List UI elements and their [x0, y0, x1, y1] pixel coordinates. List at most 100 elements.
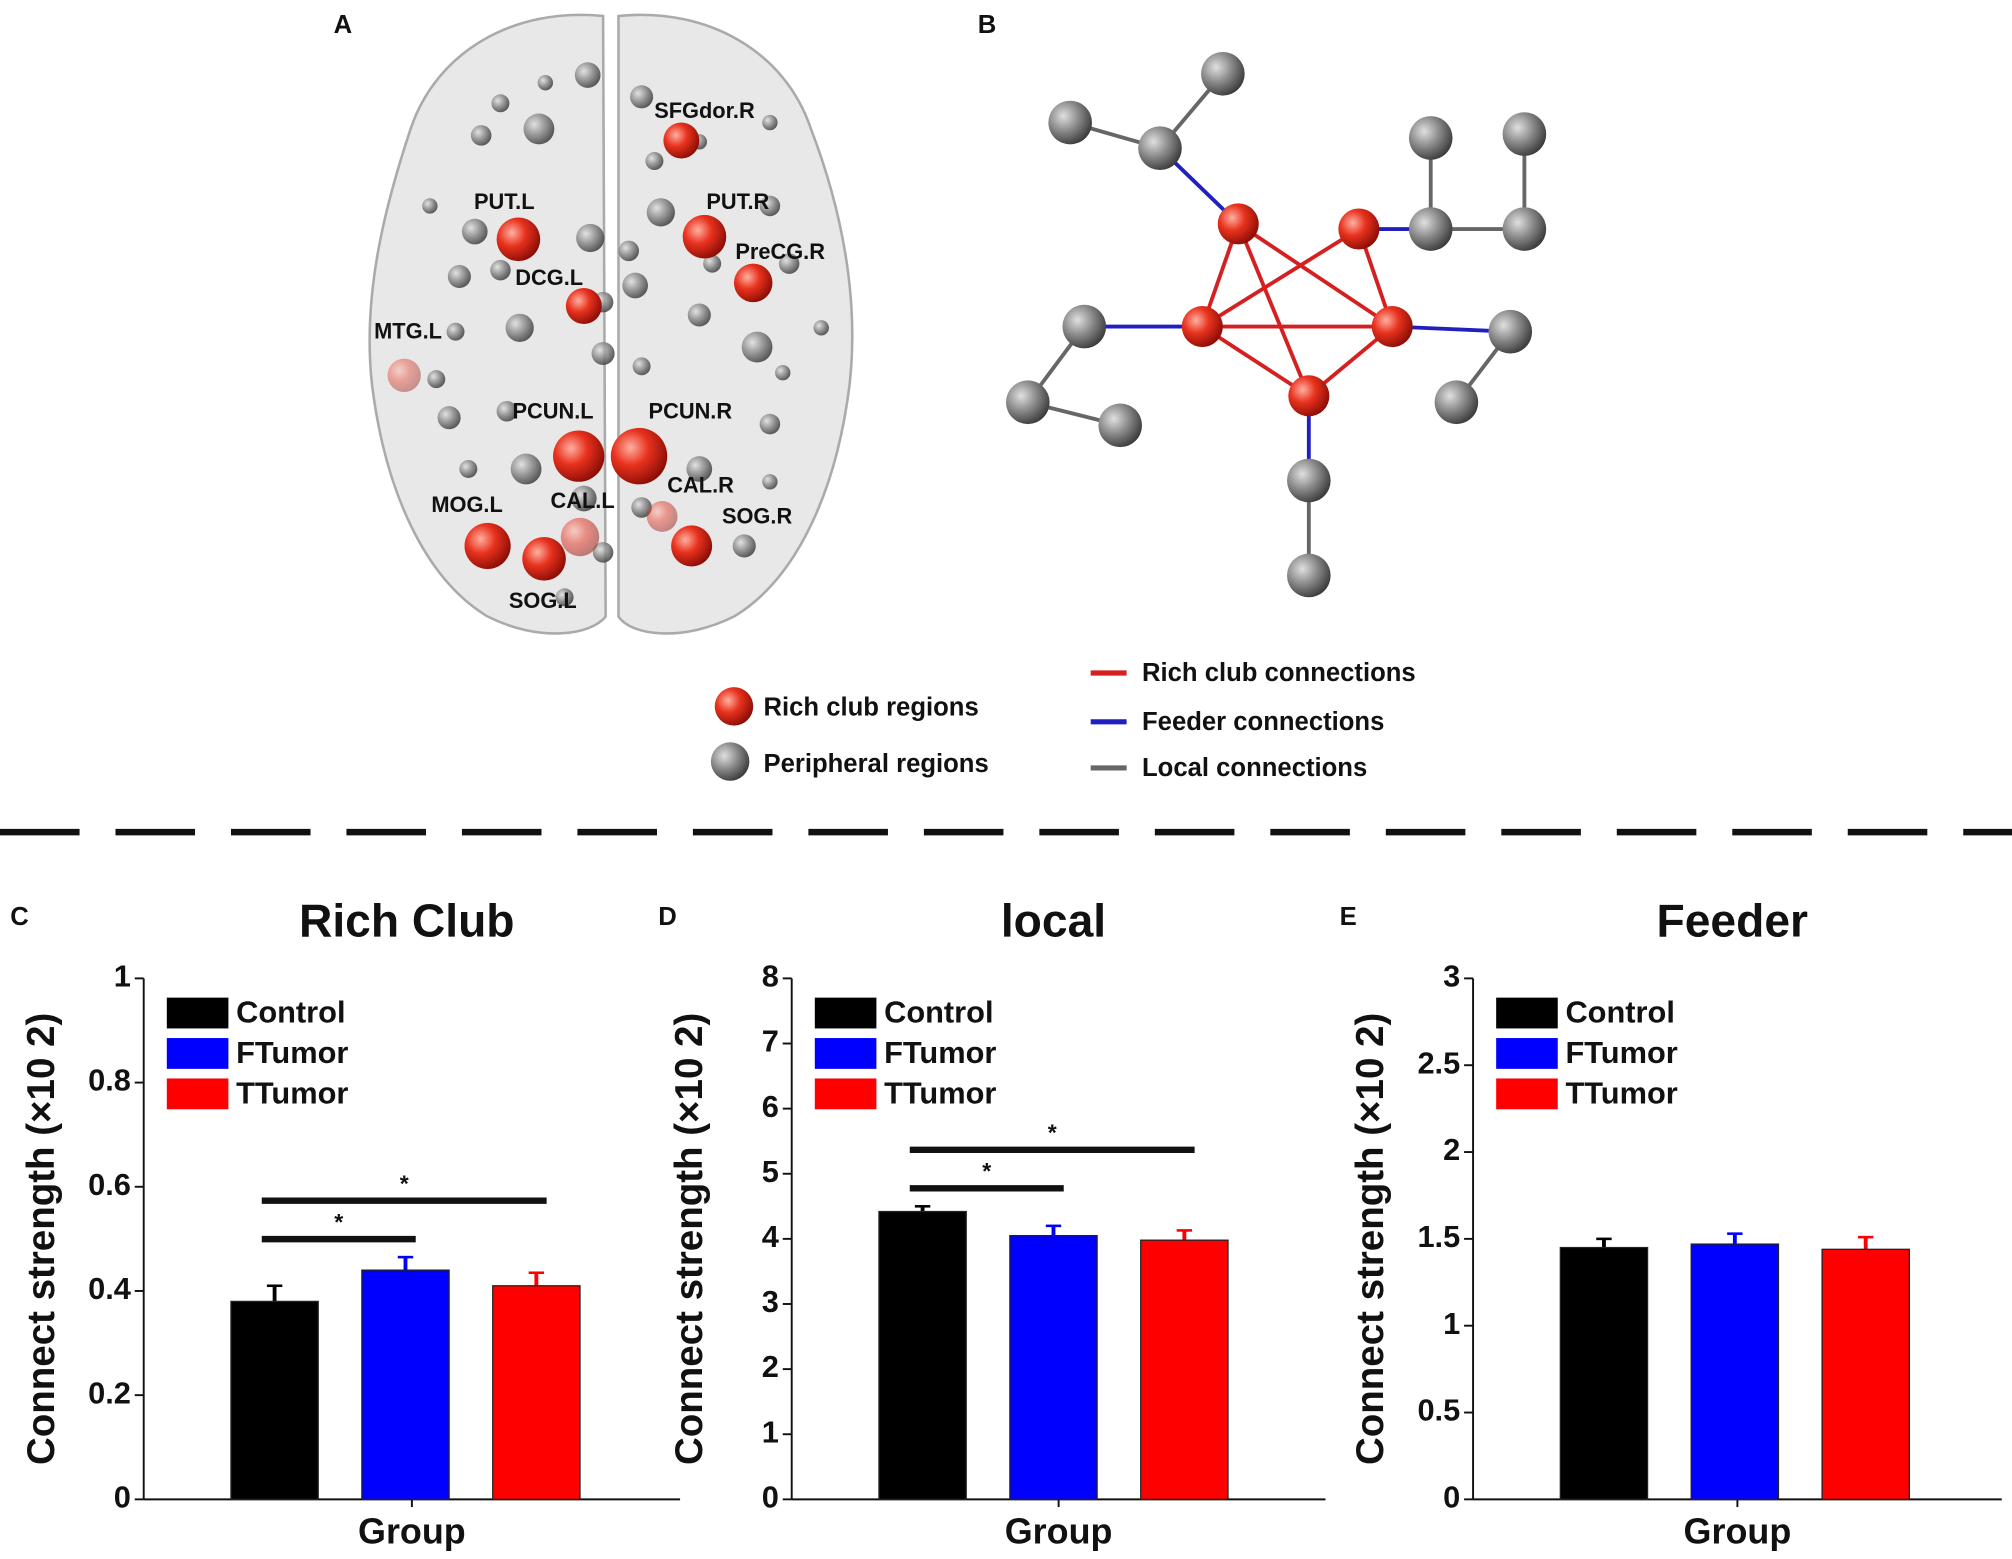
legend-label: Control [884, 994, 993, 1029]
region-label: PUT.L [474, 189, 535, 214]
peripheral-node [470, 125, 492, 146]
region-label: PCUN.L [512, 398, 593, 423]
y-axis-label: Connect strength (×10 2) [20, 1013, 63, 1465]
y-tick-label: 7 [762, 1024, 779, 1059]
bar [1140, 1239, 1229, 1500]
y-tick-label: 0.4 [88, 1271, 131, 1306]
bar [878, 1210, 967, 1500]
peripheral-node [1098, 403, 1143, 448]
y-tick-label: 1 [114, 959, 131, 994]
y-tick-label: 0 [1443, 1479, 1460, 1514]
legend-label: TTumor [1565, 1075, 1677, 1110]
legend-label: Peripheral regions [763, 750, 988, 778]
legend-swatch [814, 1078, 877, 1110]
rich-club-node [553, 430, 605, 482]
legend-label: FTumor [1565, 1035, 1677, 1070]
bar [1690, 1243, 1780, 1500]
peripheral-node [505, 313, 534, 342]
peripheral-node [703, 254, 722, 273]
region-label: PUT.R [706, 189, 769, 214]
peripheral-node [1201, 51, 1245, 96]
peripheral-node [813, 320, 829, 336]
region-label: MOG.L [431, 492, 502, 517]
peripheral-node [762, 114, 778, 131]
significance-label: * [334, 1209, 343, 1235]
connection [1237, 222, 1394, 329]
y-tick-label: 3 [1443, 959, 1460, 994]
legend-swatch [814, 997, 877, 1029]
peripheral-node [422, 198, 438, 214]
rich-club-node [464, 522, 511, 570]
y-tick-label: 2.5 [1417, 1045, 1460, 1080]
rich-club-node [1371, 306, 1413, 348]
bar [230, 1300, 319, 1500]
y-tick-label: 3 [762, 1284, 779, 1319]
peripheral-node [1408, 207, 1453, 251]
y-tick-label: 8 [762, 959, 779, 994]
peripheral-node [1048, 100, 1092, 145]
significance-label: * [982, 1158, 991, 1184]
rich-club-node [387, 358, 421, 392]
connection [1236, 223, 1311, 397]
region-label: PreCG.R [735, 239, 825, 264]
y-axis-label: Connect strength (×10 2) [1349, 1013, 1392, 1465]
peripheral-node [687, 303, 711, 327]
peripheral-node [632, 357, 651, 376]
y-tick-label: 0 [114, 1479, 131, 1514]
panel-letter: D [658, 903, 677, 931]
legend-label: TTumor [236, 1075, 348, 1110]
chart-title: local [1001, 895, 1106, 947]
peripheral-node [576, 223, 605, 253]
bar [361, 1269, 450, 1500]
connection [1201, 324, 1310, 398]
legend-swatch [166, 1078, 229, 1110]
peripheral-node [686, 456, 713, 482]
rich-club-node [1338, 208, 1380, 250]
peripheral-node [1502, 207, 1547, 251]
peripheral-node [447, 264, 471, 289]
y-tick-label: 5 [762, 1154, 779, 1189]
peripheral-node [741, 331, 773, 363]
rich-club-node [663, 122, 700, 159]
region-label: SFGdor.R [654, 98, 755, 123]
panel-letter: A [334, 11, 353, 39]
y-axis-label: Connect strength (×10 2) [668, 1013, 711, 1465]
peripheral-node [631, 497, 652, 518]
peripheral-node [446, 322, 465, 341]
legend-label: Control [236, 994, 345, 1029]
region-label: PCUN.R [649, 398, 733, 423]
y-tick-label: 6 [762, 1089, 779, 1124]
legend-label: Local connections [1142, 754, 1367, 782]
x-axis-label: Group [358, 1510, 466, 1551]
legend-label: FTumor [884, 1035, 996, 1070]
bar [1559, 1246, 1649, 1500]
peripheral-node [645, 152, 664, 170]
peripheral-node [491, 94, 510, 113]
legend-swatch [1496, 1078, 1558, 1110]
y-tick-label: 1.5 [1417, 1219, 1460, 1254]
peripheral-node [427, 370, 446, 389]
x-axis-label: Group [1005, 1510, 1113, 1551]
y-tick-label: 4 [762, 1219, 779, 1254]
rich-club-node [682, 214, 727, 259]
peripheral-node [1287, 553, 1331, 598]
rich-club-node [560, 517, 600, 557]
legend-swatch [166, 997, 229, 1029]
panel-letter: B [978, 11, 997, 39]
connection [1201, 227, 1360, 329]
peripheral-node [618, 240, 640, 262]
peripheral-node [646, 198, 675, 227]
brain [368, 13, 854, 635]
region-label: CAL.R [667, 473, 734, 498]
x-axis-label: Group [1684, 1510, 1792, 1551]
y-tick-label: 1 [1443, 1306, 1460, 1341]
region-label: SOG.L [509, 588, 577, 613]
rich-club-node [565, 288, 602, 324]
peripheral-node [592, 542, 614, 563]
rich-club-node [733, 263, 773, 303]
peripheral-node [574, 62, 601, 88]
peripheral-node [510, 453, 542, 485]
rich-club-node [610, 427, 668, 485]
chart-title: Feeder [1657, 895, 1808, 947]
